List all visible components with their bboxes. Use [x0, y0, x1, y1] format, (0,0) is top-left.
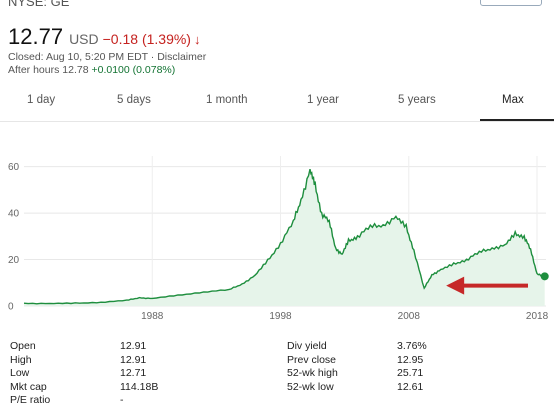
market-status: Closed: Aug 10, 5:20 PM EDT · Disclaimer: [8, 51, 207, 63]
range-tabs: 1 day 5 days 1 month 1 year 5 years Max: [0, 84, 554, 121]
stat-label: 52-wk high: [287, 367, 338, 379]
stat-label: Mkt cap: [10, 380, 47, 393]
stat-label: High: [10, 353, 32, 366]
stat-value: 12.71: [120, 367, 147, 379]
price-change: −0.18 (1.39%): [102, 31, 191, 47]
currency-label: USD: [69, 31, 99, 47]
ticker-symbol: NYSE: GE: [8, 0, 70, 9]
stat-label: P/E ratio: [10, 394, 51, 406]
stat-value: 12.91: [120, 340, 147, 352]
stats-row: Open 12.91 Div yield 3.76%: [0, 340, 554, 354]
after-hours-label: After hours 12.78: [8, 64, 89, 76]
stat-value: 25.71: [397, 367, 424, 379]
stats-row: Mkt cap 114.18B 52-wk low 12.61: [0, 381, 554, 395]
arrow-down-icon: ↓: [193, 32, 201, 47]
x-tick-label: 2018: [526, 311, 549, 322]
tab-1-month[interactable]: 1 month: [206, 94, 248, 106]
stat-value: 12.61: [397, 380, 424, 393]
stats-row: Low 12.71 52-wk high 25.71: [0, 367, 554, 381]
follow-button[interactable]: [480, 0, 542, 6]
active-tab-indicator: [480, 119, 554, 121]
stats-row: P/E ratio -: [0, 394, 554, 408]
tabs-divider: [0, 121, 554, 122]
y-tick-label: 0: [8, 302, 14, 313]
stat-label: Low: [10, 367, 30, 379]
last-price-dot: [540, 272, 549, 281]
stat-value: 12.91: [120, 353, 147, 366]
stat-label: Div yield: [287, 340, 327, 352]
stat-value: 3.76%: [397, 340, 427, 352]
y-tick-label: 40: [8, 209, 20, 220]
stat-value: 114.18B: [120, 380, 159, 393]
price-row: 12.77 USD −0.18 (1.39%) ↓: [8, 24, 200, 50]
tab-5-days[interactable]: 5 days: [117, 94, 151, 106]
price-chart[interactable]: 0 20 40 60 1988 1998 2008 2018: [0, 140, 554, 330]
x-tick-label: 2008: [398, 311, 421, 322]
x-tick-label: 1998: [269, 311, 292, 322]
stat-label: Open: [10, 340, 36, 352]
stat-label: Prev close: [287, 353, 337, 366]
stats-row: High 12.91 Prev close 12.95: [0, 354, 554, 368]
stat-value: 12.95: [397, 353, 424, 366]
stat-value: -: [120, 394, 124, 406]
y-tick-label: 20: [8, 255, 20, 266]
current-price: 12.77: [8, 24, 64, 49]
tab-5-years[interactable]: 5 years: [398, 94, 436, 106]
stat-label: 52-wk low: [287, 380, 334, 393]
y-tick-label: 60: [8, 162, 20, 173]
after-hours-change: +0.0100 (0.078%): [91, 64, 176, 76]
series-line: [23, 168, 545, 305]
tab-1-day[interactable]: 1 day: [27, 94, 56, 106]
after-hours: After hours 12.78 +0.0100 (0.078%): [8, 64, 175, 76]
tab-max[interactable]: Max: [502, 94, 524, 106]
x-tick-label: 1988: [141, 311, 164, 322]
tab-1-year[interactable]: 1 year: [307, 94, 339, 106]
annotation-arrow-head: [446, 276, 465, 295]
